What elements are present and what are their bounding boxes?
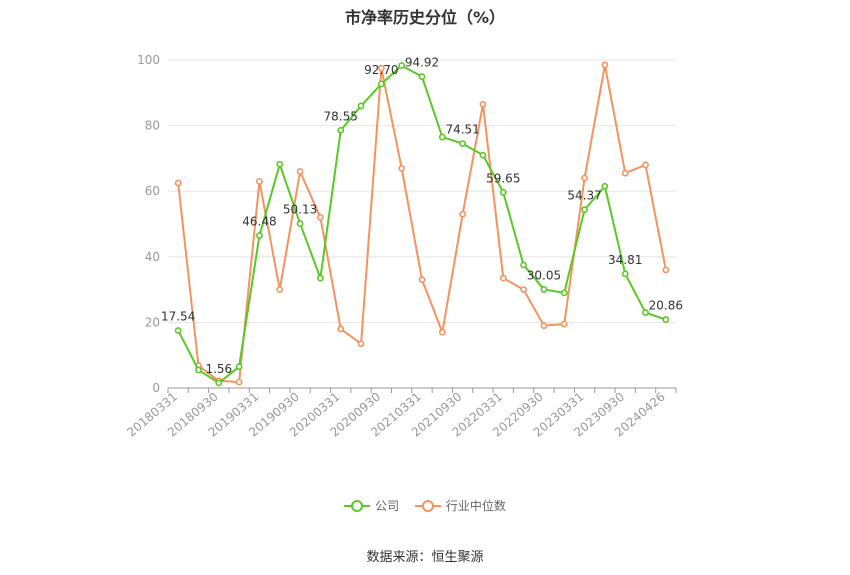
data-point-company (479, 151, 487, 159)
y-tick-label: 40 (145, 250, 160, 264)
data-point-industry-median (560, 320, 568, 328)
data-point-company (296, 220, 304, 227)
data-label: 34.81 (608, 253, 642, 267)
data-label: 92.70 (364, 63, 398, 77)
data-point-company (357, 102, 365, 110)
data-point-industry-median (642, 161, 649, 169)
data-point-industry-median (601, 61, 609, 69)
legend-marker-industry-median (414, 499, 441, 513)
data-point-company (581, 206, 588, 214)
data-point-company (215, 379, 223, 387)
data-point-company (540, 286, 548, 293)
data-point-company (662, 316, 670, 323)
data-label: 50.13 (283, 203, 317, 217)
data-point-industry-median (438, 328, 446, 336)
data-point-industry-median (459, 210, 467, 218)
data-point-industry-median (276, 286, 284, 293)
legend-marker-company (344, 499, 371, 513)
data-point-company (256, 232, 263, 239)
data-point-industry-median (520, 286, 527, 293)
data-point-company (377, 80, 385, 88)
data-labels: 17.54 1.56 46.48 50.13 78.55 92.70 94.92 74.51 5… (161, 56, 683, 376)
data-point-company (418, 73, 426, 81)
data-point-industry-median (337, 325, 345, 333)
data-point-company (520, 261, 527, 269)
data-point-company (235, 363, 243, 371)
legend: 公司 行业中位数 (0, 497, 850, 516)
data-point-industry-median (377, 64, 385, 72)
data-point-industry-median (235, 378, 243, 386)
data-point-industry-median (662, 266, 670, 274)
data-point-industry-median (256, 177, 263, 185)
data-point-company (276, 160, 284, 168)
y-tick-label: 60 (145, 184, 160, 198)
legend-item-company[interactable]: 公司 (344, 497, 399, 514)
data-label: 1.56 (205, 362, 232, 376)
data-point-industry-median (357, 340, 365, 348)
data-point-industry-median (316, 214, 324, 221)
data-point-industry-median (540, 322, 548, 330)
data-point-industry-median (499, 274, 507, 282)
data-point-company (337, 126, 345, 134)
legend-label-company: 公司 (375, 499, 400, 513)
data-point-company (601, 182, 609, 190)
y-tick-label: 20 (145, 315, 160, 329)
data-point-company (642, 309, 649, 316)
data-label: 54.37 (567, 189, 601, 203)
data-label: 30.05 (527, 268, 561, 282)
data-source: 数据来源：恒生聚源 (366, 550, 484, 565)
data-point-industry-median (174, 179, 182, 187)
data-label: 94.92 (405, 56, 439, 70)
data-label: 20.86 (649, 299, 683, 313)
data-point-company (621, 270, 629, 278)
data-label: 78.55 (324, 109, 358, 123)
chart-title: 市净率历史分位（%） (344, 8, 506, 27)
data-point-industry-median (418, 276, 426, 284)
data-label: 59.65 (486, 171, 520, 185)
data-label: 17.54 (161, 309, 195, 323)
grid-lines (168, 59, 676, 323)
data-label: 74.51 (445, 123, 479, 137)
data-point-company (398, 62, 406, 69)
data-point-company (316, 274, 324, 282)
data-point-industry-median (479, 100, 487, 108)
y-tick-label: 0 (152, 381, 160, 395)
data-point-company (174, 327, 182, 334)
data-label: 46.48 (242, 215, 276, 229)
legend-label-industry-median: 行业中位数 (445, 499, 506, 513)
data-point-industry-median (296, 168, 304, 175)
data-point-company (438, 133, 446, 141)
data-point-company (195, 366, 202, 374)
data-point-company (499, 188, 507, 196)
legend-item-industry-median[interactable]: 行业中位数 (414, 497, 506, 514)
axes: 0204060801002018033120180930201903312019… (124, 53, 677, 440)
data-point-industry-median (398, 164, 406, 172)
y-tick-label: 80 (145, 119, 160, 133)
data-point-industry-median (581, 174, 588, 182)
data-point-company (560, 289, 568, 297)
series-lines (174, 61, 670, 387)
data-point-industry-median (621, 169, 629, 177)
y-tick-label: 100 (137, 53, 160, 67)
data-point-company (459, 140, 467, 148)
